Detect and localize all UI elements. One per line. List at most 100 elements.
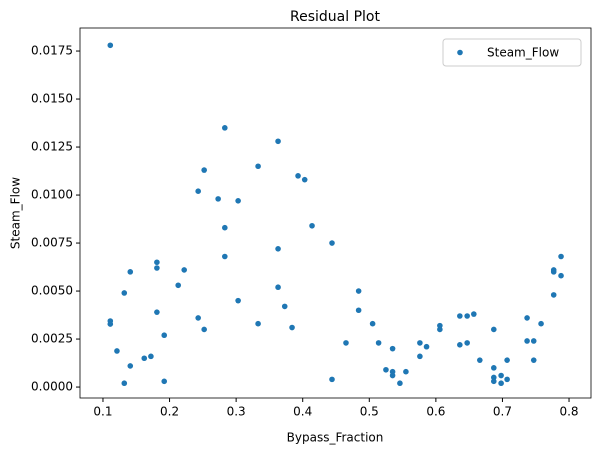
scatter-point [504,376,510,383]
scatter-point [107,321,114,327]
scatter-point [215,196,221,202]
scatter-point [471,311,477,317]
scatter-point [301,176,308,183]
scatter-point [161,378,168,385]
scatter-point [389,345,396,352]
x-tick-label: 0.3 [227,405,246,419]
scatter-point [383,366,389,373]
legend-marker [457,49,463,56]
scatter-point [181,267,187,273]
x-tick-label: 0.5 [360,405,379,419]
y-tick-label: 0.0000 [31,380,73,394]
scatter-point [114,348,120,354]
scatter-point [550,269,557,275]
scatter-point [464,340,470,346]
scatter-point [524,315,530,321]
scatter-point [107,42,114,49]
x-tick-label: 0.6 [426,405,445,419]
legend-label: Steam_Flow [487,46,559,60]
scatter-point [127,269,134,275]
scatter-point [530,357,537,363]
scatter-point [222,224,228,231]
scatter-point [201,326,207,333]
scatter-point [195,315,201,321]
y-tick-label: 0.0150 [31,92,73,106]
scatter-point [477,357,483,363]
scatter-point [457,313,463,319]
plot-frame [79,27,592,399]
x-tick-label: 0.2 [160,405,179,419]
x-axis-label: Bypass_Fraction [287,431,384,445]
scatter-point [255,163,261,170]
scatter-point [343,340,349,346]
scatter-point [121,380,128,387]
scatter-point [389,372,396,379]
scatter-point [127,363,134,369]
scatter-point [309,222,315,229]
y-tick-label: 0.0050 [31,284,73,298]
scatter-point [121,290,128,296]
scatter-point [437,326,443,333]
scatter-point [550,292,557,298]
scatter-point [154,265,160,271]
scatter-point [289,324,295,331]
legend-box [442,38,582,67]
scatter-point [281,303,288,310]
x-tick-label: 0.4 [293,405,312,419]
scatter-point [235,198,241,204]
scatter-point [375,340,382,346]
scatter-point [490,374,497,381]
y-tick-label: 0.0175 [31,44,73,58]
scatter-point [295,173,301,179]
scatter-point [490,365,497,371]
scatter-point [154,259,160,266]
scatter-point [222,253,228,260]
scatter-point [329,240,335,246]
scatter-point [403,368,409,375]
scatter-point [558,272,564,279]
scatter-point [355,307,362,314]
y-tick-label: 0.0100 [31,188,73,202]
scatter-point [423,343,430,350]
y-tick-label: 0.0025 [31,332,73,346]
scatter-point [464,313,470,319]
scatter-point [530,338,537,344]
scatter-point [524,338,530,344]
scatter-point [255,320,261,327]
scatter-point [195,188,201,195]
scatter-point [154,309,160,315]
scatter-point [417,340,423,346]
scatter-point [275,284,281,291]
scatter-point [389,368,396,375]
scatter-point [490,378,497,385]
scatter-point [498,372,504,379]
scatter-point [175,282,182,289]
scatter-point [148,353,154,360]
y-tick-label: 0.0075 [31,236,73,250]
scatter-point [222,125,228,131]
y-axis-label: Steam_Flow [9,177,23,249]
scatter-point [355,288,362,294]
scatter-point [457,342,463,348]
scatter-point [437,322,443,329]
scatter-point [275,246,281,252]
scatter-point [558,253,564,260]
y-tick-label: 0.0125 [31,140,73,154]
x-tick-label: 0.1 [93,405,112,419]
scatter-point [201,167,207,173]
scatter-point [538,320,544,327]
scatter-point [329,376,335,383]
scatter-point [161,332,168,339]
scatter-point [141,355,148,362]
x-tick-label: 0.8 [559,405,578,419]
scatter-point [397,380,403,387]
x-tick-label: 0.7 [493,405,512,419]
scatter-point [490,326,497,333]
scatter-point [369,320,376,327]
scatter-point [498,380,504,387]
scatter-point [275,138,281,145]
scatter-point [504,357,510,363]
chart-title: Residual Plot [290,9,380,25]
scatter-point [417,353,423,360]
